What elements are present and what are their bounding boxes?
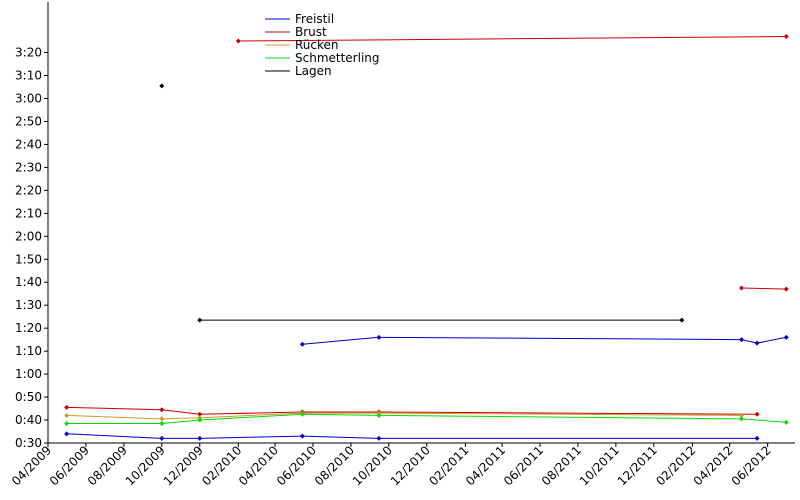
data-point-ruecken	[739, 412, 745, 418]
legend-label-ruecken: Rücken	[295, 38, 339, 52]
y-tick-label: 1:40	[15, 275, 42, 289]
x-tick-label: 08/2011	[539, 443, 584, 488]
series-schmetterling	[64, 411, 789, 426]
x-tick-label: 12/2011	[615, 443, 660, 488]
x-tick-label: 12/2010	[388, 443, 433, 488]
y-tick-label: 1:50	[15, 252, 42, 266]
x-tick-label: 04/2010	[236, 443, 281, 488]
data-point-schmetterling	[299, 411, 305, 417]
y-tick-label: 1:10	[15, 344, 42, 358]
series-freistil	[64, 334, 789, 441]
data-point-freistil	[64, 431, 70, 437]
data-point-brust	[739, 285, 745, 291]
legend-label-schmetterling: Schmetterling	[295, 51, 380, 65]
y-tick-label: 2:00	[15, 229, 42, 243]
y-tick-label: 1:20	[15, 321, 42, 335]
data-point-freistil	[159, 435, 165, 441]
data-point-ruecken	[159, 416, 165, 422]
y-tick-label: 2:10	[15, 206, 42, 220]
data-point-schmetterling	[739, 416, 745, 422]
x-tick-label: 10/2010	[350, 443, 395, 488]
y-tick-label: 3:10	[15, 69, 42, 83]
y-tick-label: 2:40	[15, 137, 42, 151]
data-point-freistil	[299, 433, 305, 439]
y-tick-label: 2:50	[15, 114, 42, 128]
series-brust	[64, 33, 789, 417]
data-point-schmetterling	[159, 420, 165, 426]
series-line-ruecken	[66, 412, 742, 420]
x-tick-label: 06/2011	[501, 443, 546, 488]
series-ruecken	[64, 410, 745, 422]
x-tick-label: 06/2009	[47, 443, 92, 488]
series-line-freistil	[302, 336, 787, 345]
y-tick-label: 3:00	[15, 91, 42, 105]
data-point-schmetterling	[376, 412, 382, 418]
y-tick-label: 3:20	[15, 46, 42, 60]
series-line-brust	[66, 406, 758, 415]
data-point-brust	[783, 286, 789, 292]
series-line-brust	[238, 36, 787, 42]
data-point-freistil	[197, 435, 203, 441]
data-point-lagen	[679, 317, 685, 323]
x-tick-label: 02/2011	[426, 443, 471, 488]
data-point-lagen	[197, 317, 203, 323]
legend: Freistil Brust Rücken Schmetterling Lage…	[265, 12, 380, 78]
x-tick-label: 08/2010	[312, 443, 357, 488]
data-point-schmetterling	[64, 420, 70, 426]
legend-entry-brust: Brust	[265, 25, 327, 39]
series-lagen	[159, 83, 685, 323]
legend-entry-lagen: Lagen	[265, 64, 332, 78]
data-point-brust	[64, 404, 70, 410]
legend-entry-schmetterling: Schmetterling	[265, 51, 380, 65]
x-tick-label: 12/2009	[161, 443, 206, 488]
y-tick-label: 0:50	[15, 390, 42, 404]
legend-label-lagen: Lagen	[295, 64, 332, 78]
data-point-brust	[754, 411, 760, 417]
data-point-freistil	[783, 334, 789, 340]
x-tick-label: 02/2012	[653, 443, 698, 488]
legend-entry-freistil: Freistil	[265, 12, 334, 26]
data-point-ruecken	[64, 412, 70, 418]
data-point-brust	[197, 411, 203, 417]
x-tick-label: 10/2011	[577, 443, 622, 488]
legend-label-brust: Brust	[295, 25, 327, 39]
y-tick-label: 1:30	[15, 298, 42, 312]
data-point-freistil	[754, 435, 760, 441]
series-line-freistil	[66, 433, 758, 439]
data-point-brust	[783, 33, 789, 39]
x-tick-label: 04/2011	[463, 443, 508, 488]
legend-label-freistil: Freistil	[295, 12, 334, 26]
data-point-brust	[235, 38, 241, 44]
x-tick-label: 06/2012	[729, 443, 774, 488]
data-point-brust	[159, 407, 165, 413]
data-point-freistil	[376, 435, 382, 441]
data-point-freistil	[299, 341, 305, 347]
legend-entry-ruecken: Rücken	[265, 38, 339, 52]
y-tick-label: 0:30	[15, 436, 42, 450]
data-point-freistil	[376, 334, 382, 340]
y-tick-label: 2:20	[15, 183, 42, 197]
x-tick-label: 02/2010	[199, 443, 244, 488]
x-tick-label: 10/2009	[123, 443, 168, 488]
x-tick-label: 08/2009	[85, 443, 130, 488]
data-point-freistil	[739, 337, 745, 343]
data-point-freistil	[754, 340, 760, 346]
y-tick-label: 1:00	[15, 367, 42, 381]
data-point-lagen	[159, 83, 165, 89]
y-tick-label: 2:30	[15, 160, 42, 174]
data-point-schmetterling	[783, 419, 789, 425]
series-line-brust	[741, 287, 787, 290]
y-tick-label: 0:40	[15, 413, 42, 427]
x-tick-label: 06/2010	[274, 443, 319, 488]
data-point-schmetterling	[197, 417, 203, 423]
x-tick-label: 04/2012	[691, 443, 736, 488]
